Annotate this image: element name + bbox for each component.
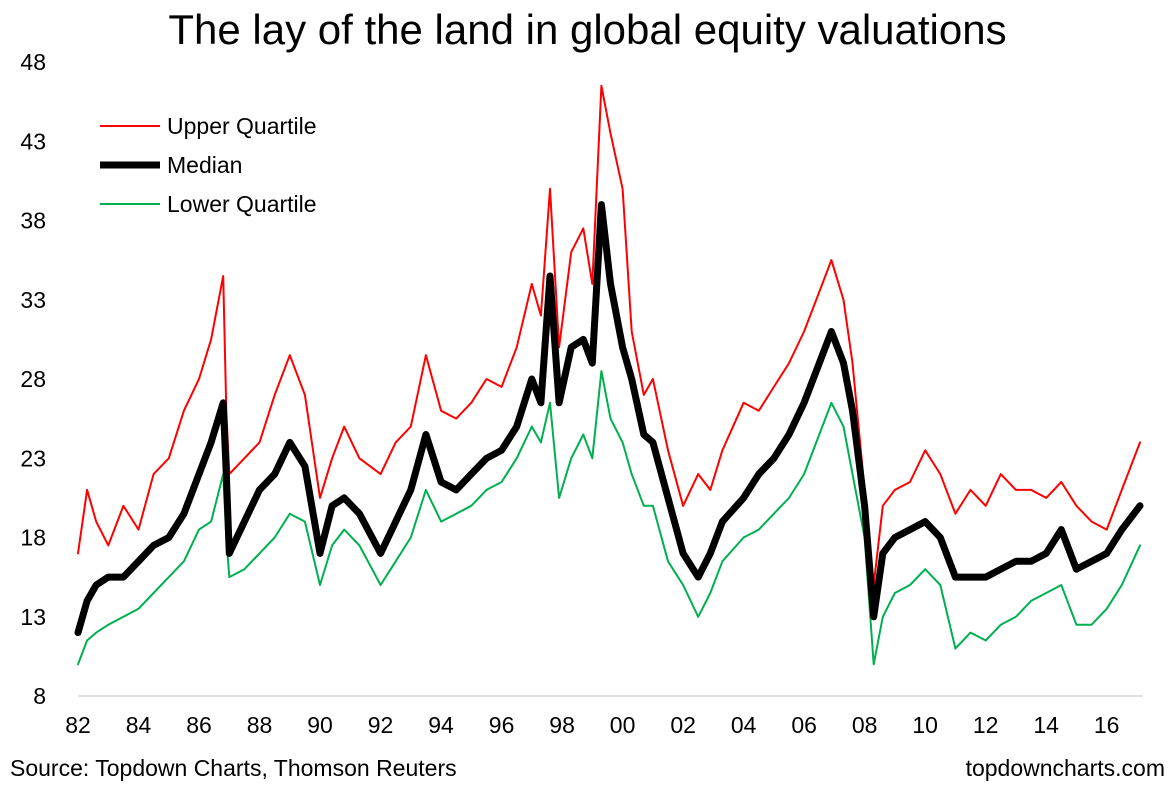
y-tick-label: 38 [20,208,46,234]
x-tick-label: 08 [852,712,878,738]
legend-label: Median [167,152,242,178]
x-tick-label: 88 [247,712,273,738]
x-tick-label: 06 [791,712,817,738]
x-tick-label: 98 [549,712,575,738]
y-tick-label: 13 [20,604,46,630]
source-note: Source: Topdown Charts, Thomson Reuters [10,755,457,781]
y-tick-label: 28 [20,366,46,392]
x-axis: 82 84 86 88 90 92 94 96 98 00 02 04 06 08 10 12 14 16 [65,695,1143,738]
series-line-median [74,201,1144,637]
y-tick-label: 43 [20,128,46,154]
website-credit: topdowncharts.com [965,755,1165,781]
x-tick-label: 86 [186,712,212,738]
x-tick-label: 04 [731,712,757,738]
x-tick-label: 84 [126,712,152,738]
y-tick-label: 18 [20,525,46,551]
x-tick-label: 14 [1033,712,1059,738]
x-tick-label: 90 [307,712,333,738]
x-tick-label: 02 [670,712,696,738]
legend-label: Lower Quartile [167,191,317,217]
chart-title: The lay of the land in global equity val… [168,6,1007,53]
x-tick-label: 92 [368,712,394,738]
y-tick-label: 33 [20,287,46,313]
x-tick-label: 10 [912,712,938,738]
x-tick-label: 00 [610,712,636,738]
legend: Upper Quartile Median Lower Quartile [100,113,317,217]
series-line-upper-quartile [77,84,1141,586]
series-line-lower-quartile [77,370,1141,666]
y-axis: 8 13 18 23 28 33 38 43 48 [20,49,46,709]
x-tick-label: 82 [65,712,91,738]
y-tick-label: 48 [20,49,46,75]
y-tick-label: 23 [20,445,46,471]
x-tick-label: 94 [428,712,454,738]
y-tick-label: 8 [33,683,46,709]
x-tick-label: 96 [489,712,515,738]
series-layer [74,84,1144,666]
legend-label: Upper Quartile [167,113,317,139]
x-tick-label: 12 [973,712,999,738]
x-tick-label: 16 [1094,712,1120,738]
